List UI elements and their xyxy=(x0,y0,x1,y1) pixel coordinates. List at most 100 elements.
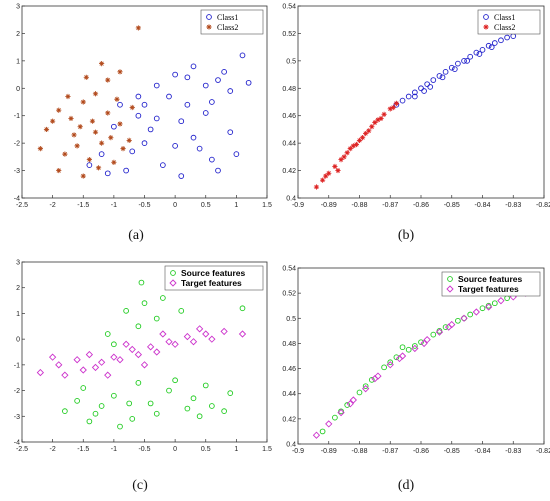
data-point xyxy=(215,77,221,83)
legend-box xyxy=(164,265,264,291)
legend-box xyxy=(200,9,264,35)
data-point xyxy=(99,61,105,67)
data-point xyxy=(390,104,396,111)
data-point xyxy=(104,170,111,177)
x-tick-label: -0.9 xyxy=(292,448,304,455)
y-tick-label: -2 xyxy=(14,388,20,395)
data-point xyxy=(98,403,105,409)
data-point xyxy=(196,145,203,152)
data-point xyxy=(117,423,123,430)
data-point xyxy=(160,162,166,168)
data-point xyxy=(37,146,43,152)
data-point xyxy=(56,167,62,174)
data-point xyxy=(135,93,142,100)
data-point xyxy=(68,115,74,122)
y-tick-label: -1 xyxy=(14,113,20,120)
data-point xyxy=(123,308,129,314)
series-0 xyxy=(62,279,246,430)
data-point xyxy=(85,350,94,359)
x-tick-label: 0 xyxy=(173,446,177,453)
data-point xyxy=(86,162,93,168)
data-point xyxy=(184,101,191,108)
series-1 xyxy=(36,325,247,379)
data-point xyxy=(120,146,126,152)
data-point xyxy=(50,118,56,124)
data-point xyxy=(381,111,387,117)
data-point xyxy=(442,324,449,330)
data-point xyxy=(178,308,185,314)
x-tick-label: -0.83 xyxy=(505,202,521,209)
data-point xyxy=(476,51,483,57)
data-point xyxy=(166,93,172,100)
data-point xyxy=(399,344,406,351)
data-point xyxy=(344,402,351,408)
data-point xyxy=(80,385,87,391)
data-point xyxy=(238,330,247,338)
data-point xyxy=(356,389,363,396)
y-tick-label: -1 xyxy=(14,362,20,369)
data-point xyxy=(91,363,100,372)
data-point xyxy=(190,63,197,70)
data-point xyxy=(491,300,498,307)
x-tick-label: 0.5 xyxy=(201,202,211,209)
y-tick-label: 0 xyxy=(16,86,20,93)
data-point xyxy=(386,361,394,369)
data-point xyxy=(208,335,216,343)
y-tick-label: 0.44 xyxy=(282,391,296,398)
caption-a: (a) xyxy=(128,228,144,243)
legend-box xyxy=(441,271,541,297)
data-point xyxy=(227,88,234,94)
data-point xyxy=(209,403,215,409)
data-point xyxy=(123,167,129,174)
data-point xyxy=(412,343,418,349)
x-tick-label: 0.5 xyxy=(201,446,211,453)
series-0 xyxy=(393,33,517,108)
data-point xyxy=(141,101,148,108)
data-point xyxy=(138,279,145,286)
x-tick-label: -0.88 xyxy=(352,202,368,209)
data-point xyxy=(135,112,142,119)
data-point xyxy=(313,184,320,190)
data-point xyxy=(473,49,480,56)
data-point xyxy=(448,64,455,71)
data-point xyxy=(159,330,167,338)
data-point xyxy=(337,408,345,417)
x-tick-label: -0.82 xyxy=(536,448,550,455)
data-point xyxy=(153,115,160,122)
data-point xyxy=(160,295,166,301)
data-point xyxy=(220,327,228,336)
data-point xyxy=(464,58,470,64)
x-tick-label: -0.86 xyxy=(413,202,429,209)
data-point xyxy=(202,382,209,389)
data-point xyxy=(421,88,427,94)
data-point xyxy=(111,392,117,399)
data-point xyxy=(215,167,221,174)
data-point xyxy=(239,52,246,59)
data-point xyxy=(147,400,154,407)
data-point xyxy=(105,77,111,83)
data-point xyxy=(362,385,370,393)
data-point xyxy=(350,143,356,149)
x-tick-label: -2.5 xyxy=(16,446,28,453)
data-point xyxy=(71,132,77,138)
data-point xyxy=(153,410,160,417)
data-point xyxy=(62,408,68,414)
data-point xyxy=(341,154,347,160)
x-tick-label: 1 xyxy=(234,446,238,453)
data-point xyxy=(117,101,123,108)
data-point xyxy=(135,380,142,386)
data-point xyxy=(111,123,117,130)
x-tick-label: -0.84 xyxy=(475,202,491,209)
data-point xyxy=(436,73,443,79)
data-point xyxy=(153,82,160,89)
data-point xyxy=(423,336,431,344)
legend-label: Class2 xyxy=(217,23,238,32)
legend-marker xyxy=(170,270,176,276)
x-tick-label: -0.89 xyxy=(321,202,337,209)
data-point xyxy=(202,110,209,116)
data-point xyxy=(332,414,338,421)
data-point xyxy=(141,140,148,146)
data-point xyxy=(36,368,45,377)
data-point xyxy=(126,137,132,143)
data-point xyxy=(184,74,191,81)
